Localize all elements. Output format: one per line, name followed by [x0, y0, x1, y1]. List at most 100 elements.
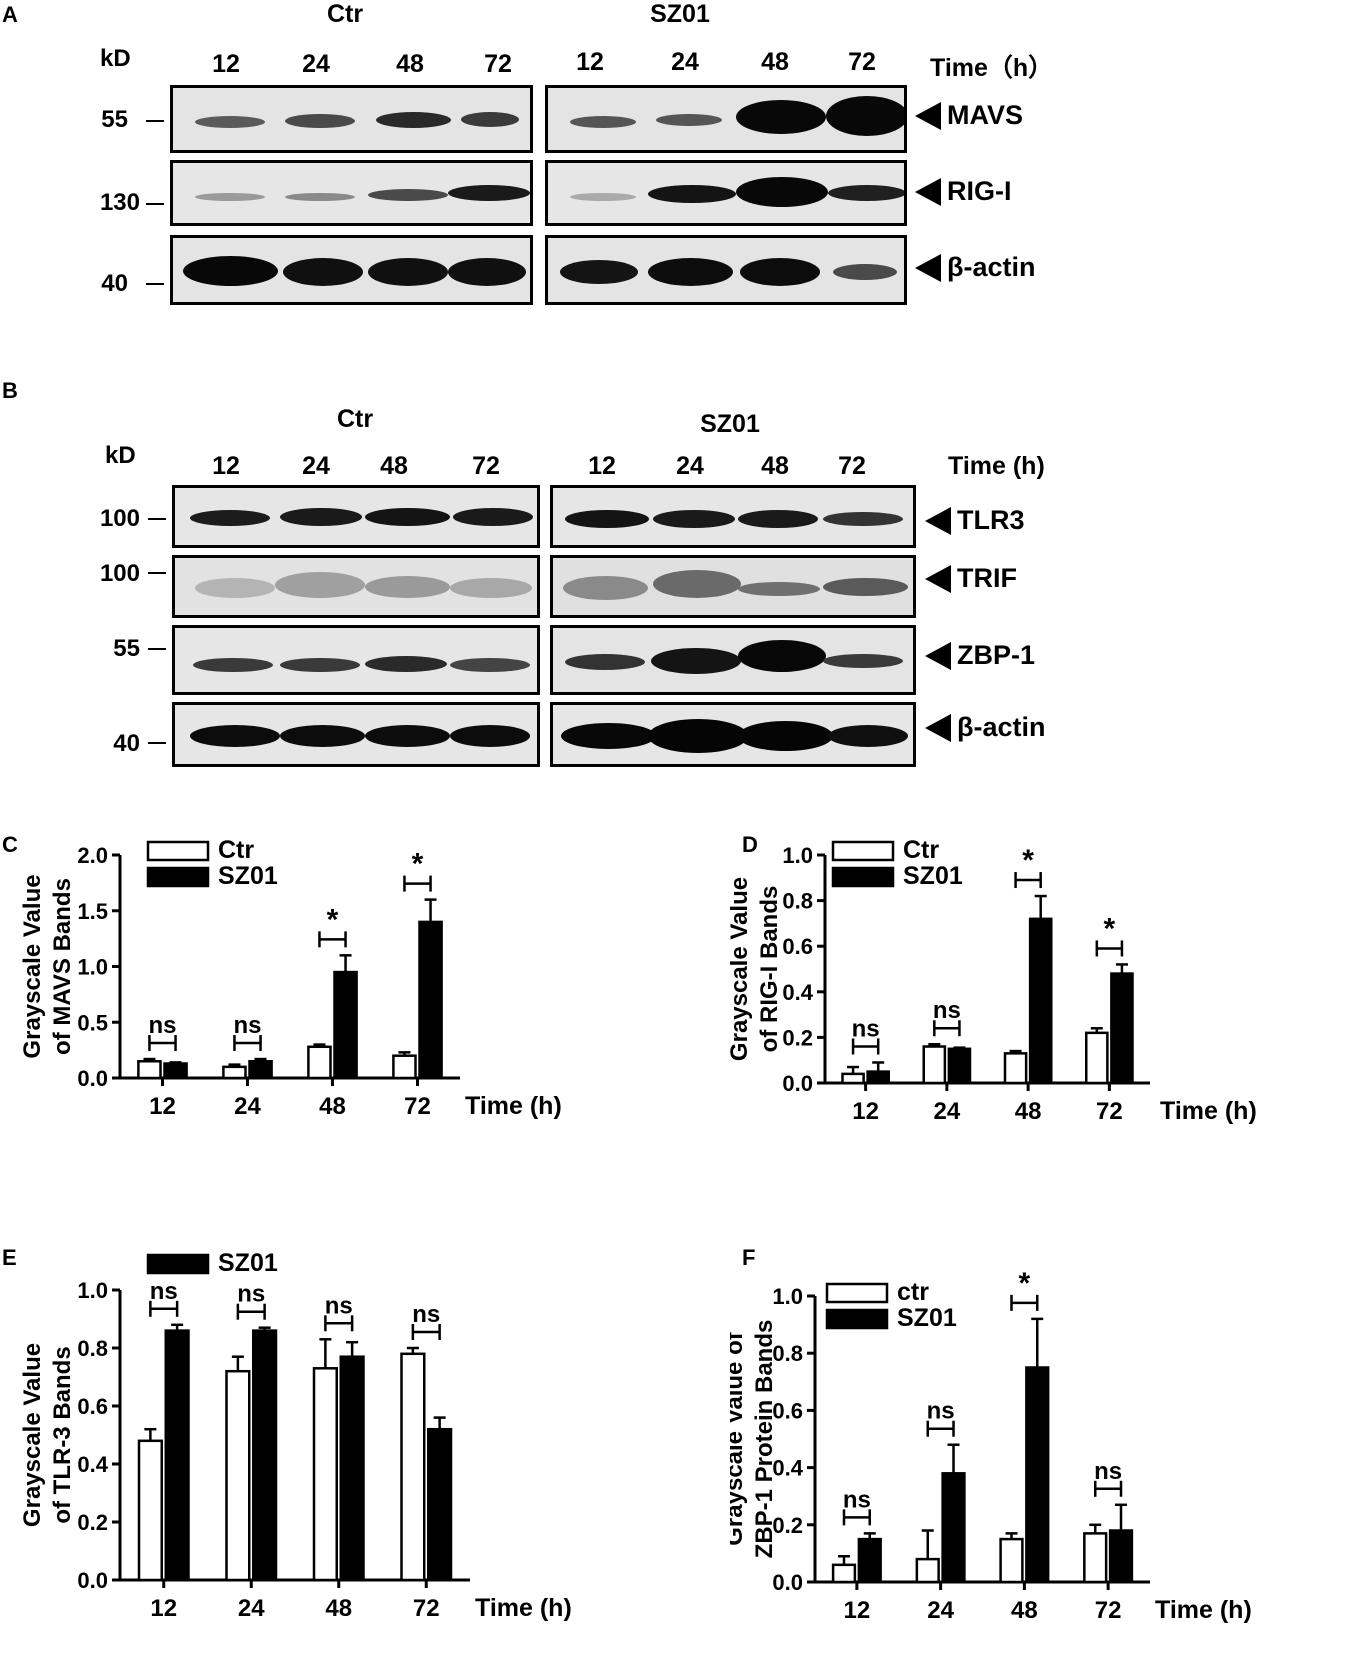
panel-letter-a: A — [2, 2, 18, 27]
blot-actin-b-ctr — [172, 702, 540, 767]
significance-label: ns — [412, 1301, 440, 1328]
lane-label-sz-72: 72 — [848, 48, 876, 76]
legend-label: Ctr — [218, 840, 254, 864]
blot-rigi-ctr — [170, 160, 533, 226]
blot-zbp1-ctr — [172, 625, 540, 695]
legend-swatch — [825, 1308, 889, 1330]
y-tick-label: 0.2 — [772, 1513, 803, 1538]
y-tick-label: 0.6 — [77, 1394, 108, 1419]
y-tick-label: 0.0 — [77, 1568, 108, 1593]
legend-swatch — [146, 866, 210, 888]
arrow-icon — [915, 101, 941, 130]
significance-bracket — [842, 1509, 872, 1526]
significance-bracket — [851, 1038, 880, 1055]
bar-sz01 — [1028, 917, 1053, 1085]
legend-label: Ctr — [903, 840, 939, 864]
x-tick-label: 72 — [1095, 1597, 1122, 1624]
bar-ctr — [222, 1065, 247, 1080]
arrow-icon — [915, 253, 941, 282]
bar-ctr — [841, 1072, 865, 1085]
y-axis-label: Grayscale Value — [730, 877, 753, 1061]
y-axis-label: of RIG-I Bands — [756, 886, 783, 1053]
y-tick-label: 1.5 — [77, 899, 108, 924]
x-axis-label: Time (h) — [1160, 1097, 1257, 1125]
bar-sz01 — [1110, 972, 1134, 1085]
arrow-icon — [925, 641, 951, 670]
blot-mavs-sz01 — [545, 85, 907, 153]
significance-bracket — [233, 1035, 262, 1052]
bar-sz01 — [333, 970, 358, 1080]
significance-label: * — [412, 848, 424, 881]
y-axis-label: Grayscale Value of — [730, 1331, 748, 1545]
significance-bracket — [1093, 1480, 1123, 1497]
panel-letter-e: E — [2, 1245, 17, 1270]
y-axis-label: of TLR-3 Bands — [49, 1346, 76, 1523]
legend-label: SZ01 — [903, 862, 963, 890]
bar-ctr — [1085, 1031, 1109, 1085]
bar-sz01 — [164, 1329, 190, 1582]
kd-label: kD — [100, 45, 131, 72]
chart-tlr-3: 0.0 0.2 0.4 0.6 0.8 1.0 12 ns 24 ns 48 ns 72 ns Time (… — [0, 1249, 660, 1660]
significance-bracket — [1095, 940, 1124, 957]
y-tick-label: 0.8 — [772, 1341, 803, 1366]
group-label-ctr: Ctr — [326, 0, 364, 28]
y-tick-label: 0.6 — [782, 934, 813, 959]
bar-ctr — [137, 1439, 163, 1582]
x-axis-label: Time (h) — [475, 1594, 572, 1622]
x-axis-label: Time (h) — [1155, 1596, 1252, 1624]
protein-label-beta-actin-a: β-actin — [915, 252, 1036, 283]
group-label-sz01: SZ01 — [650, 0, 710, 28]
blot-trif-sz01 — [550, 555, 916, 618]
blot-rigi-sz01 — [545, 160, 907, 226]
x-tick-label: 48 — [325, 1595, 352, 1622]
lane-label-sz-12-b: 12 — [588, 452, 616, 480]
legend-label: SZ01 — [218, 1250, 278, 1277]
y-tick-label: 0.6 — [772, 1398, 803, 1423]
y-axis-label: Grayscale Value — [19, 1343, 46, 1527]
significance-bracket — [926, 1420, 955, 1437]
panel-letter-d: D — [742, 832, 758, 857]
bar-ctr — [922, 1045, 947, 1085]
significance-label: ns — [852, 1015, 880, 1042]
y-tick-label: 0.4 — [772, 1456, 803, 1481]
blot-tlr3-ctr — [172, 485, 540, 548]
x-tick-label: 12 — [150, 1595, 177, 1622]
lane-label-ctr-24: 24 — [302, 50, 330, 78]
lane-label-ctr-24-b: 24 — [302, 452, 330, 480]
significance-label: ns — [1094, 1458, 1122, 1485]
legend-label: SZ01 — [897, 1304, 957, 1332]
y-tick-label: 0.8 — [77, 1336, 108, 1361]
y-tick-label: 2.0 — [77, 843, 108, 868]
panel-letter-c: C — [2, 832, 18, 857]
y-tick-label: 1.0 — [77, 955, 108, 980]
x-tick-label: 12 — [844, 1597, 871, 1624]
bar-ctr — [392, 1054, 417, 1080]
legend-label: ctr — [897, 1278, 929, 1306]
bar-sz01 — [947, 1047, 972, 1085]
marker-100-b: 100 — [99, 560, 140, 587]
marker-tick — [148, 518, 166, 520]
group-label-ctr-b: Ctr — [336, 405, 374, 433]
significance-label: ns — [843, 1486, 871, 1513]
lane-label-ctr-12: 12 — [212, 50, 240, 78]
y-tick-label: 0.0 — [772, 1570, 803, 1595]
marker-tick — [146, 283, 164, 285]
bar-sz01 — [857, 1537, 882, 1584]
bar-sz01 — [252, 1329, 278, 1582]
legend-swatch — [146, 840, 210, 862]
marker-tick — [148, 742, 166, 744]
significance-bracket — [411, 1324, 441, 1340]
significance-label: ns — [150, 1278, 178, 1305]
marker-tick — [148, 648, 166, 650]
x-tick-label: 72 — [413, 1595, 440, 1622]
bar-ctr — [915, 1557, 940, 1584]
x-tick-label: 48 — [1011, 1597, 1038, 1624]
legend-swatch — [831, 840, 895, 862]
lane-label-sz-48-b: 48 — [761, 452, 789, 480]
significance-label: * — [327, 903, 339, 936]
x-tick-label: 12 — [852, 1098, 879, 1125]
legend-label: SZ01 — [218, 862, 278, 890]
lane-label-ctr-72-b: 72 — [472, 452, 500, 480]
arrow-icon — [925, 564, 951, 593]
significance-label: * — [1104, 912, 1116, 945]
